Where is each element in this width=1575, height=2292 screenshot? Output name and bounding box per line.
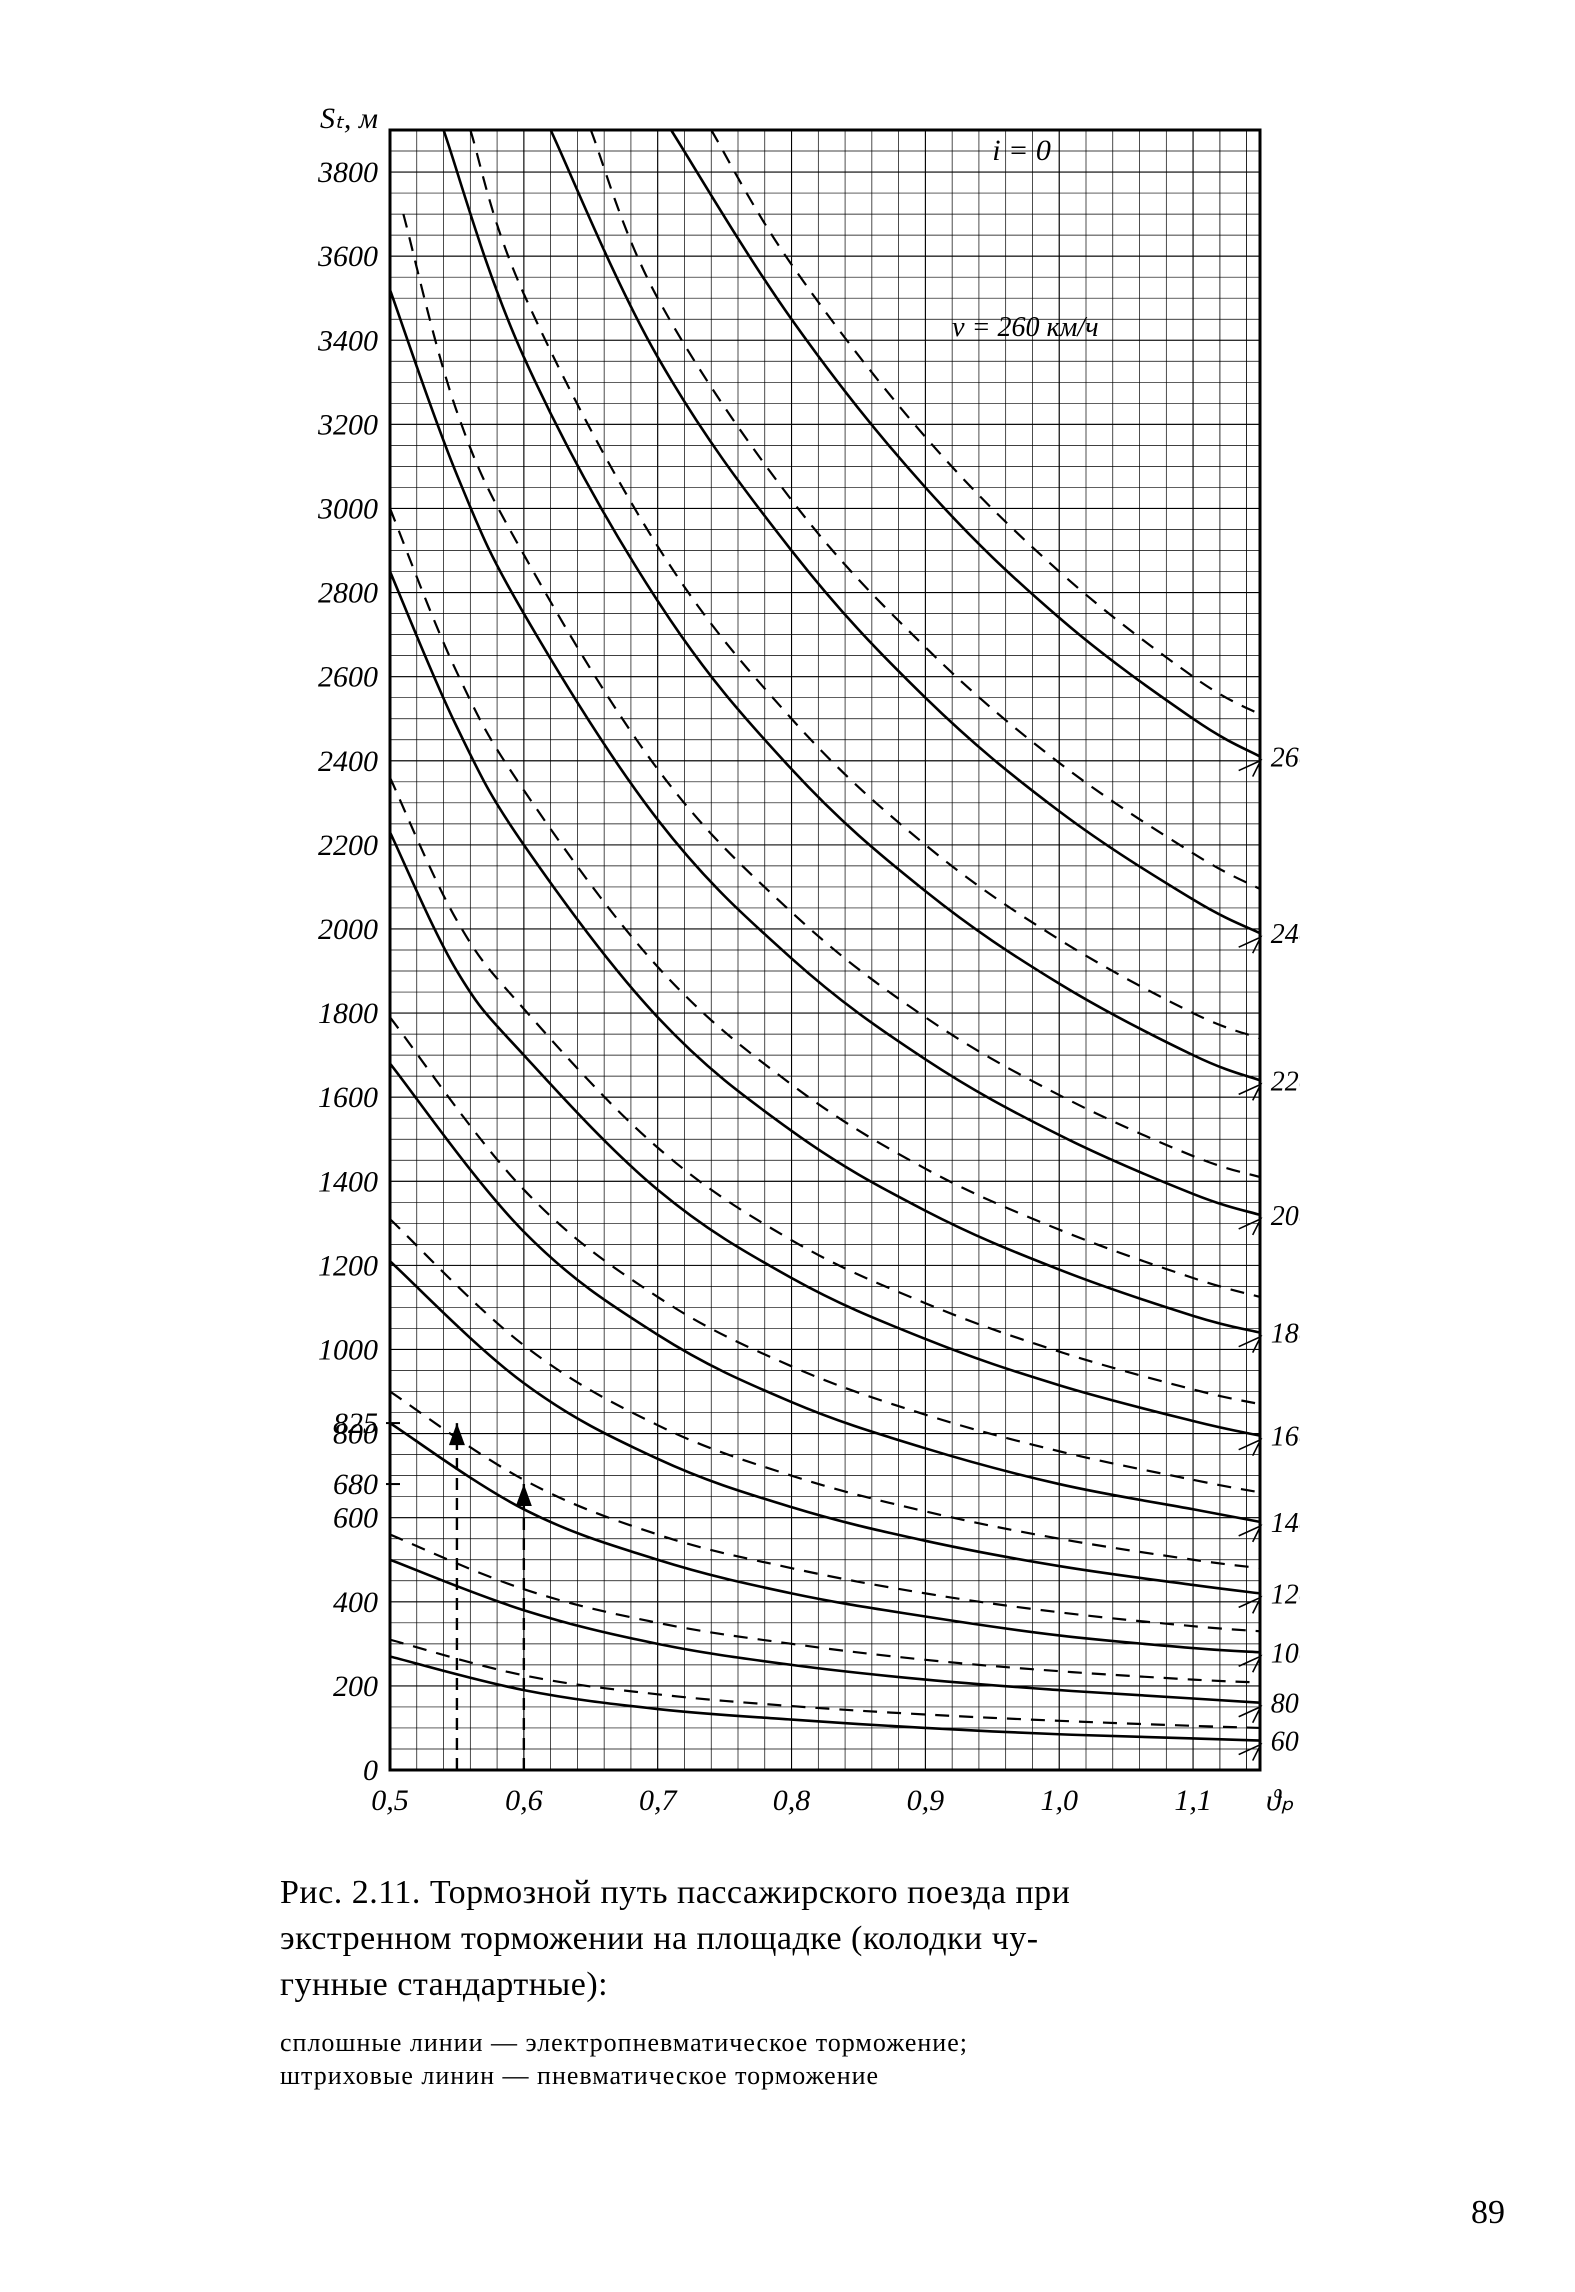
svg-text:0,8: 0,8 [773, 1784, 811, 1817]
svg-text:2400: 2400 [318, 745, 378, 778]
svg-text:400: 400 [333, 1586, 378, 1619]
svg-text:200: 200 [1271, 1201, 1300, 1232]
svg-text:i = 0: i = 0 [992, 134, 1051, 167]
svg-text:0,6: 0,6 [505, 1784, 543, 1817]
caption-line5: штриховые линин — пневматическое торможе… [280, 2061, 879, 2090]
page-number: 89 [1471, 2194, 1505, 2232]
svg-text:1200: 1200 [318, 1249, 378, 1282]
svg-text:1,1: 1,1 [1174, 1784, 1212, 1817]
caption-line2: экстренном торможении на площадке (колод… [280, 1920, 1039, 1957]
svg-text:1800: 1800 [318, 997, 378, 1030]
svg-text:160: 160 [1271, 1422, 1300, 1453]
svg-text:100: 100 [1271, 1638, 1300, 1669]
svg-text:220: 220 [1271, 1066, 1300, 1097]
svg-text:3800: 3800 [317, 156, 378, 189]
caption-line3: гунные стандартные): [280, 1966, 608, 2003]
svg-text:0,9: 0,9 [907, 1784, 945, 1817]
svg-text:1,0: 1,0 [1040, 1784, 1078, 1817]
svg-text:680: 680 [333, 1468, 378, 1501]
svg-text:2200: 2200 [318, 829, 378, 862]
braking-distance-chart: 0200400600800100012001400160018002000220… [250, 100, 1300, 1845]
svg-text:ν = 260 км/ч: ν = 260 км/ч [952, 312, 1098, 343]
svg-text:1000: 1000 [318, 1333, 378, 1366]
svg-text:3200: 3200 [317, 408, 378, 441]
svg-text:1400: 1400 [318, 1165, 378, 1198]
svg-text:600: 600 [333, 1502, 378, 1535]
svg-text:2800: 2800 [318, 577, 378, 610]
svg-text:260: 260 [1271, 743, 1300, 774]
caption-line1: Рис. 2.11. Тормозной путь пассажирского … [280, 1874, 1070, 1911]
svg-text:2000: 2000 [318, 913, 378, 946]
svg-text:3400: 3400 [317, 324, 378, 357]
chart-svg: 0200400600800100012001400160018002000220… [250, 100, 1300, 1840]
svg-text:825: 825 [333, 1407, 378, 1440]
figure-caption: Рис. 2.11. Тормозной путь пассажирского … [280, 1870, 1280, 2093]
svg-text:0,7: 0,7 [639, 1784, 679, 1817]
svg-text:2600: 2600 [318, 661, 378, 694]
svg-text:60: 60 [1271, 1727, 1299, 1758]
svg-text:0,5: 0,5 [371, 1784, 409, 1817]
caption-line4: сплошные линии — электропневматическое т… [280, 2028, 968, 2057]
svg-text:0: 0 [363, 1754, 378, 1787]
svg-text:80: 80 [1271, 1689, 1299, 1720]
svg-text:ϑₚ: ϑₚ [1266, 1784, 1294, 1817]
svg-text:3000: 3000 [317, 492, 378, 525]
svg-text:Sₜ, м: Sₜ, м [320, 102, 378, 135]
svg-text:120: 120 [1271, 1579, 1300, 1610]
svg-text:200: 200 [333, 1670, 378, 1703]
svg-text:240: 240 [1271, 919, 1300, 950]
svg-text:1600: 1600 [318, 1081, 378, 1114]
svg-text:3600: 3600 [317, 240, 378, 273]
svg-text:180: 180 [1271, 1319, 1300, 1350]
svg-text:140: 140 [1271, 1508, 1300, 1539]
